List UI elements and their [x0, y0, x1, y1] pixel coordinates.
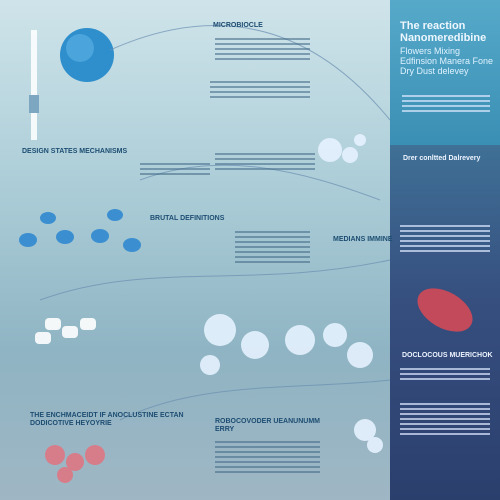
virus-particle-icon	[60, 28, 114, 82]
connector-lines	[39, 25, 391, 421]
text-block-center	[235, 228, 310, 266]
mid-center-heading: BRUTAL DEFINITIONS	[150, 215, 225, 222]
right-lower-heading: DOCLOCOUS MUERICHOK	[402, 352, 493, 359]
text-block-right-lower	[400, 365, 490, 383]
text-block-mid	[215, 150, 315, 173]
mid-left-heading: DESIGN STATES MECHANISMS	[22, 148, 128, 155]
page-subtitle: Flowers Mixing Edfinsion Manera Fone Dry…	[400, 46, 494, 76]
text-block-top-2	[210, 78, 310, 101]
text-block-right-mid	[400, 222, 490, 255]
right-mid-heading: Drer conltted Dalrevery	[403, 155, 481, 162]
mid-right-heading: MEDIANS IMMINE	[333, 236, 393, 243]
page-title: The reaction Nanomeredibine	[400, 20, 487, 44]
text-block-right-top	[402, 92, 490, 115]
tablet-cluster-icon	[35, 318, 96, 344]
molecule-cluster-icon	[200, 134, 383, 453]
text-block-bottom-center	[215, 438, 320, 476]
tissue-sample-icon	[417, 288, 473, 332]
text-block-mid-left	[140, 160, 210, 178]
blue-cells-icon	[19, 209, 141, 252]
bottom-center-heading: ROBOCOVODER UEANUNUMM ERRY	[215, 418, 320, 433]
bottom-left-heading: THE ENCHMACEIDT IF ANOCLUSTINE ECTAN DOD…	[30, 412, 184, 427]
syringe-icon	[29, 30, 39, 140]
pink-cells-icon	[45, 445, 105, 483]
right-title-block	[390, 0, 500, 145]
top-center-heading: MICROBIOCLE	[213, 22, 263, 29]
text-block-top	[215, 35, 310, 63]
text-block-right-bottom	[400, 400, 490, 438]
